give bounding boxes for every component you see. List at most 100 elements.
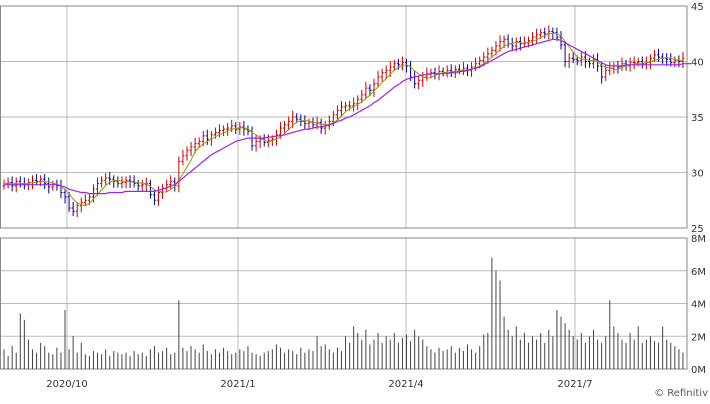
price-candle (59, 179, 63, 199)
price-candle (323, 120, 327, 135)
price-candle (319, 118, 323, 134)
price-candle (498, 35, 502, 52)
price-panel-frame (0, 5, 688, 229)
price-candle (506, 34, 510, 48)
price-candle (226, 123, 230, 136)
price-candle (335, 105, 339, 121)
price-candle (445, 65, 449, 78)
price-candle (140, 179, 144, 192)
price-y-tick-label: 25 (691, 224, 704, 235)
price-candle (665, 53, 669, 66)
price-candle (51, 180, 55, 191)
price-candle (112, 175, 116, 188)
price-candle (457, 64, 461, 75)
price-candle (132, 175, 136, 188)
price-candle (169, 175, 173, 190)
price-candle (148, 179, 152, 199)
price-candle (189, 141, 193, 156)
x-tick-label: 2021/7 (557, 379, 592, 390)
price-candle (67, 191, 71, 212)
price-candle (327, 115, 331, 130)
price-candle (490, 46, 494, 58)
price-candle (287, 116, 291, 131)
price-candle (274, 129, 278, 146)
price-candle (437, 65, 441, 81)
price-candle (299, 114, 303, 127)
price-candle (47, 177, 51, 194)
price-candle (494, 40, 498, 56)
price-candle (71, 201, 75, 217)
volume-y-tick-label: 2M (691, 332, 706, 343)
price-candle (620, 57, 624, 71)
price-candle (238, 121, 242, 135)
price-candle (380, 68, 384, 82)
price-candle (96, 177, 100, 196)
price-candle (547, 25, 551, 40)
price-candle (449, 64, 453, 78)
price-candle (461, 62, 465, 76)
price-candle (364, 82, 368, 100)
price-candle (157, 186, 161, 206)
price-candle (177, 156, 181, 193)
price-candle (368, 84, 372, 97)
price-candle (185, 146, 189, 161)
price-candle (108, 171, 112, 185)
price-candle (510, 37, 514, 51)
credit-text: © Refinitiv (654, 388, 708, 399)
price-candle (120, 176, 124, 189)
price-candle (83, 194, 87, 207)
x-tick-label: 2021/1 (220, 379, 255, 390)
x-tick-label: 2020/10 (46, 379, 88, 390)
price-candle (104, 173, 108, 186)
price-candle (522, 36, 526, 48)
price-candle (640, 56, 644, 69)
price-candle (632, 56, 636, 70)
short-moving-average-line (3, 32, 683, 207)
price-y-tick-label: 35 (691, 113, 704, 124)
price-candle (372, 78, 376, 97)
price-candle (283, 120, 287, 133)
price-candle (303, 115, 307, 130)
price-candle (152, 189, 156, 206)
price-candle (563, 40, 567, 68)
price-y-tick-label: 30 (691, 169, 704, 180)
price-candle (384, 65, 388, 79)
price-y-tick-label: 45 (691, 2, 704, 13)
price-candle (531, 32, 535, 47)
price-candle (352, 97, 356, 112)
volume-panel-frame (0, 237, 688, 370)
price-candle (124, 176, 128, 189)
price-candle (392, 59, 396, 71)
price-candle (612, 62, 616, 74)
price-candle (246, 125, 250, 136)
price-candle (567, 53, 571, 69)
price-candle (616, 60, 620, 74)
price-candle (571, 52, 575, 64)
volume-y-tick-label: 8M (691, 234, 706, 245)
x-tick-label: 2021/4 (388, 379, 423, 390)
volume-y-tick-label: 6M (691, 267, 706, 278)
price-candle (535, 28, 539, 44)
price-candle (234, 121, 238, 134)
price-y-tick-label: 40 (691, 58, 704, 69)
price-candle (604, 65, 608, 81)
price-candle (543, 27, 547, 39)
price-candle (165, 179, 169, 192)
price-candle (587, 57, 591, 68)
price-candle (339, 100, 343, 117)
price-candle (197, 137, 201, 148)
price-candle (222, 125, 226, 136)
price-candle (35, 174, 39, 186)
price-candle (311, 117, 315, 129)
price-candle (116, 176, 120, 188)
price-candle (75, 201, 79, 218)
price-candle (376, 70, 380, 88)
volume-y-tick-label: 4M (691, 300, 706, 311)
price-candle (181, 149, 185, 166)
price-candle (417, 76, 421, 90)
price-candle (63, 188, 67, 204)
price-candle (344, 102, 348, 111)
long-moving-average-line (4, 38, 692, 195)
